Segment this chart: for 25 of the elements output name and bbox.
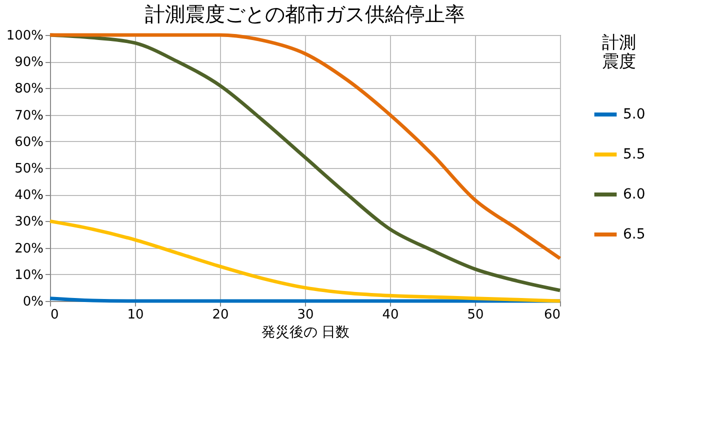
x-tick-label: 40	[382, 308, 399, 322]
legend-label: 6.5	[623, 226, 646, 242]
y-tick-label: 50%	[14, 162, 44, 176]
y-tick-label: 40%	[14, 188, 44, 204]
legend-label: 6.0	[623, 186, 646, 202]
x-tick-label: 20	[212, 308, 229, 322]
y-tick-label: 90%	[14, 55, 44, 70]
y-tick-label: 0%	[22, 294, 44, 310]
x-tick-label: 30	[297, 308, 314, 322]
chart-title: 計測震度ごとの都市ガス供給停止率	[145, 2, 465, 26]
y-tick-label: 10%	[14, 268, 44, 283]
y-tick-label: 70%	[14, 108, 44, 124]
legend-label: 5.5	[623, 146, 646, 162]
x-tick-label: 10	[127, 308, 144, 322]
y-tick-label: 80%	[14, 82, 44, 97]
x-tick-label: 50	[467, 308, 484, 322]
x-tick-label: 60	[544, 308, 560, 322]
y-tick-label: 30%	[14, 214, 44, 230]
y-tick-label: 20%	[14, 241, 44, 256]
legend-title: 計測震度	[602, 33, 636, 72]
y-tick-label: 60%	[14, 134, 44, 150]
x-axis-title: 発災後の 日数	[261, 324, 350, 340]
x-tick-label: 0	[50, 308, 59, 322]
legend-label: 5.0	[623, 106, 646, 122]
y-tick-label: 100%	[6, 28, 44, 44]
